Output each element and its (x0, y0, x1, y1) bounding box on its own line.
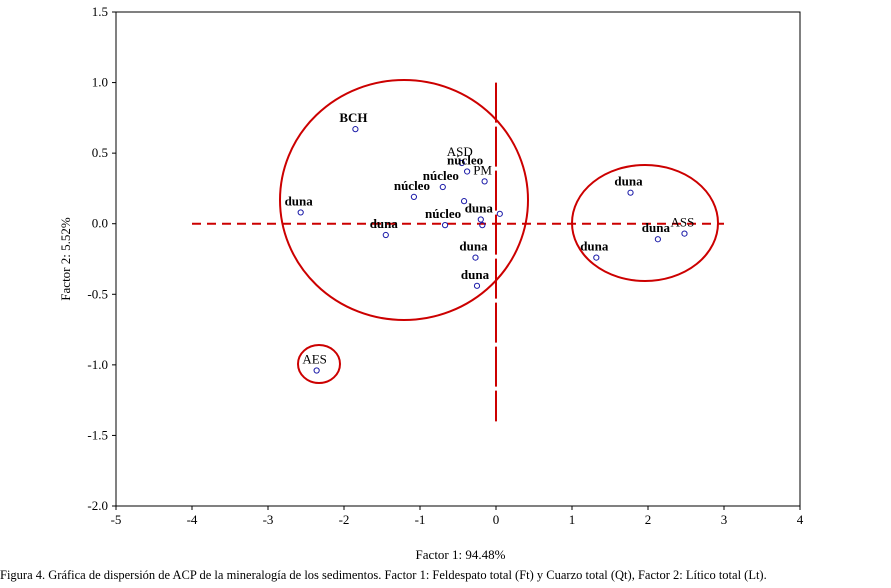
data-point (496, 210, 503, 217)
data-point (681, 230, 688, 237)
point-label: duna (580, 239, 609, 254)
annotations (192, 79, 724, 422)
y-tick-label: 0.5 (92, 145, 108, 160)
data-point (464, 168, 471, 175)
y-tick-label: 1.5 (92, 4, 108, 19)
data-point (460, 198, 468, 205)
y-tick-label: -0.5 (87, 286, 108, 301)
data-point (297, 209, 304, 216)
data-point (481, 178, 488, 185)
point-label: duna (465, 200, 494, 215)
data-point (477, 216, 484, 223)
point-label: duna (642, 220, 671, 235)
y-tick-label: 1.0 (92, 75, 108, 90)
data-point (439, 183, 446, 191)
x-tick-label: -2 (339, 512, 350, 527)
data-points: BCHASDPMnúcleonúcleonúcleonúcleodunaduna… (285, 110, 695, 374)
point-label: duna (285, 193, 314, 208)
cluster-circle-right (571, 164, 719, 282)
data-point (654, 236, 661, 243)
point-label: BCH (339, 110, 367, 125)
plot-frame (115, 11, 801, 507)
x-axis-label: Factor 1: 94.48% (415, 547, 506, 562)
data-point (593, 254, 600, 261)
x-tick-label: 4 (797, 512, 804, 527)
data-point (479, 222, 486, 229)
point-label: AES (302, 352, 327, 367)
x-tick-label: -3 (263, 512, 274, 527)
data-point (441, 222, 449, 229)
y-tick-label: -1.0 (87, 357, 108, 372)
point-label: duna (370, 216, 399, 231)
x-tick-label: -4 (187, 512, 198, 527)
x-tick-label: 3 (721, 512, 728, 527)
x-tick-label: -1 (415, 512, 426, 527)
x-tick-label: 2 (645, 512, 652, 527)
y-axis-label: Factor 2: 5.52% (58, 217, 73, 301)
data-point (352, 126, 359, 133)
x-tick-label: -5 (111, 512, 122, 527)
x-tick-label: 0 (493, 512, 500, 527)
y-tick-label: -2.0 (87, 498, 108, 513)
point-label: ASS (671, 215, 695, 230)
data-point (313, 367, 320, 374)
x-tick-label: 1 (569, 512, 576, 527)
point-label: ASD (447, 144, 473, 159)
data-point (627, 189, 634, 196)
y-tick-label: 0.0 (92, 216, 108, 231)
data-point (458, 159, 465, 167)
axis-ticks: -5 -4 -3 -2 -1 0 1 2 3 4 1.5 1.0 0.5 0.0 -0.5 -1.0 -1.5 -… (87, 4, 803, 527)
point-label: núcleo (394, 178, 430, 193)
figure-caption: Figura 4. Gráfica de dispersión de ACP d… (0, 568, 767, 582)
point-label: núcleo (447, 152, 483, 167)
point-label: duna (614, 174, 643, 189)
data-point (382, 231, 389, 239)
y-tick-label: -1.5 (87, 427, 108, 442)
point-label: duna (461, 267, 490, 282)
point-label: duna (459, 239, 488, 254)
point-label: PM (473, 162, 492, 177)
cluster-circle-left (279, 79, 529, 321)
data-point (410, 193, 418, 200)
data-point (473, 282, 481, 289)
data-point (472, 254, 479, 261)
point-label: núcleo (423, 168, 459, 183)
point-label: núcleo (425, 206, 461, 221)
cluster-circle-aes (297, 344, 341, 384)
